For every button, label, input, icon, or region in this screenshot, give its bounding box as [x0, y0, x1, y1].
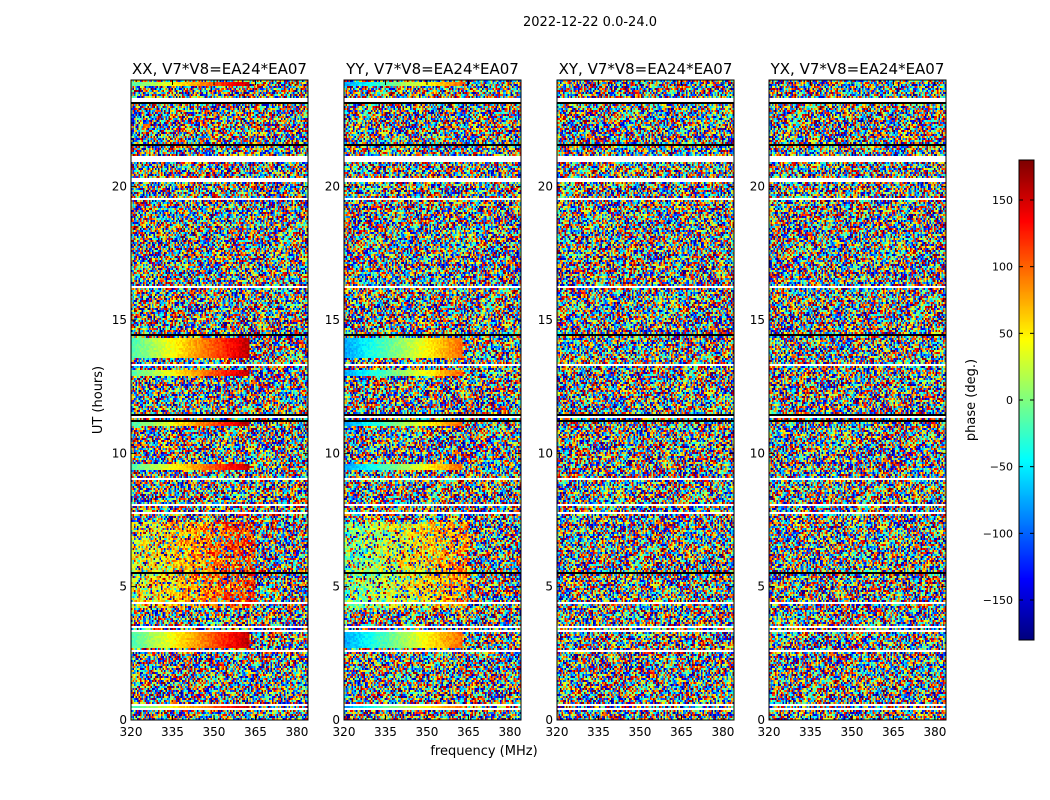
y-tick-label: 0: [545, 713, 553, 727]
subplot-2: XY, V7*V8=EA24*EA07 320 335 350 365 380 0 5 10 15…: [538, 60, 735, 739]
y-tick-label: 20: [538, 180, 553, 194]
heatmap-image: [557, 80, 734, 720]
y-tick-label: 15: [325, 313, 340, 327]
figure-suptitle: 2022-12-22 0.0-24.0: [523, 15, 657, 30]
x-tick-label: 380: [498, 725, 521, 739]
y-tick-label: 0: [757, 713, 765, 727]
x-tick-label: 350: [841, 725, 864, 739]
colorbar-label: phase (deg.): [964, 359, 979, 441]
axes-frame: [343, 79, 522, 721]
x-tick-label: 320: [333, 725, 356, 739]
x-tick-label: 350: [629, 725, 652, 739]
y-tick-label: 15: [538, 313, 553, 327]
subplot-title: YY, V7*V8=EA24*EA07: [345, 60, 519, 78]
x-tick-label: 350: [203, 725, 226, 739]
y-tick-label: 10: [750, 446, 765, 460]
colorbar-tick-label: 150: [992, 194, 1013, 207]
y-tick-label: 0: [119, 713, 127, 727]
y-axis-label: UT (hours): [91, 366, 106, 434]
y-tick-label: 0: [332, 713, 340, 727]
y-tick-label: 10: [325, 446, 340, 460]
x-tick-label: 380: [923, 725, 946, 739]
colorbar-tick-label: −150: [983, 594, 1013, 607]
x-tick-label: 335: [374, 725, 397, 739]
y-tick-label: 15: [112, 313, 127, 327]
x-tick-label: 365: [670, 725, 693, 739]
x-tick-label: 350: [416, 725, 439, 739]
subplot-title: XX, V7*V8=EA24*EA07: [132, 60, 307, 78]
colorbar-tick-label: 50: [999, 327, 1013, 340]
colorbar-tick-label: 0: [1006, 394, 1013, 407]
axes-frame: [768, 79, 947, 721]
y-tick-label: 5: [545, 580, 553, 594]
y-tick-label: 5: [332, 580, 340, 594]
subplot-3: YX, V7*V8=EA24*EA07 320 335 350 365 380 0 5 10 15…: [750, 60, 947, 739]
x-tick-label: 320: [120, 725, 143, 739]
y-tick-label: 20: [325, 180, 340, 194]
x-tick-label: 335: [587, 725, 610, 739]
colorbar-tick-label: −100: [983, 527, 1013, 540]
heatmap-image: [131, 80, 308, 720]
colorbar: 150 100 50 0 −50 −100 −150: [983, 159, 1035, 641]
x-tick-label: 320: [758, 725, 781, 739]
y-tick-label: 15: [750, 313, 765, 327]
subplot-title: XY, V7*V8=EA24*EA07: [559, 60, 733, 78]
heatmap-image: [769, 80, 946, 720]
subplot-1: YY, V7*V8=EA24*EA07 320 335 350 365 380 0 5 10 15…: [325, 60, 522, 739]
y-tick-label: 5: [757, 580, 765, 594]
x-tick-label: 365: [882, 725, 905, 739]
y-tick-label: 10: [538, 446, 553, 460]
axes-frame: [130, 79, 309, 721]
colorbar-tick-label: −50: [990, 461, 1013, 474]
x-tick-label: 380: [285, 725, 308, 739]
y-tick-label: 5: [119, 580, 127, 594]
subplot-title: YX, V7*V8=EA24*EA07: [770, 60, 945, 78]
x-tick-label: 335: [799, 725, 822, 739]
x-tick-label: 320: [546, 725, 569, 739]
y-tick-label: 10: [112, 446, 127, 460]
heatmap-image: [344, 80, 521, 720]
x-tick-label: 365: [244, 725, 267, 739]
x-axis-label: frequency (MHz): [430, 744, 537, 759]
subplot-0: XX, V7*V8=EA24*EA07 320 335 350 365 380 0 5 10 15…: [112, 60, 309, 739]
y-tick-label: 20: [750, 180, 765, 194]
x-tick-label: 365: [457, 725, 480, 739]
colorbar-tick-label: 100: [992, 261, 1013, 274]
x-tick-label: 380: [711, 725, 734, 739]
x-tick-label: 335: [161, 725, 184, 739]
colorbar-gradient: [1019, 160, 1034, 640]
y-tick-label: 20: [112, 180, 127, 194]
subplots: XX, V7*V8=EA24*EA07 320 335 350 365 380 0 5 10 15…: [112, 60, 947, 739]
axes-frame: [556, 79, 735, 721]
